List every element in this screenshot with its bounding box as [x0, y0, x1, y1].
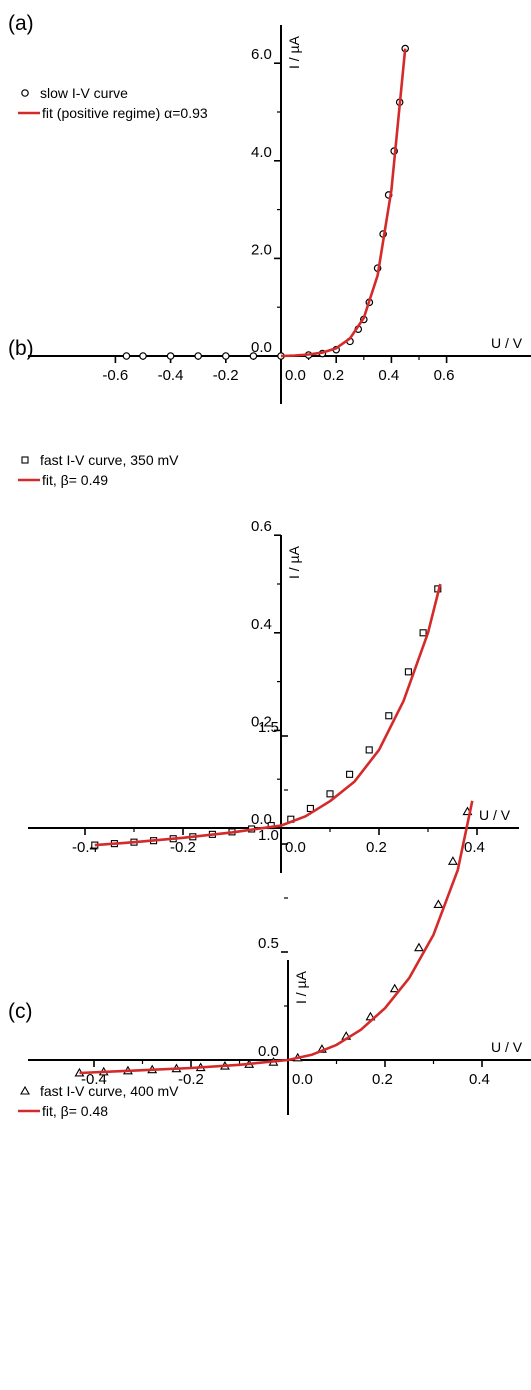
y-tick-label: 4.0 — [251, 144, 272, 161]
y-tick-label: 0.2 — [251, 713, 272, 730]
y-tick-label: 1.0 — [258, 827, 279, 844]
data-point-triangle — [447, 856, 458, 865]
x-tick-label: 0.6 — [434, 367, 455, 384]
data-point-triangle — [389, 983, 400, 993]
x-axis-label: U / V — [491, 1039, 523, 1055]
x-tick-label: 0.0 — [285, 839, 306, 856]
data-point-square — [419, 629, 427, 637]
data-point-circle — [166, 352, 175, 360]
x-tick-label: 0.0 — [292, 1071, 313, 1088]
legend-entry-label: slow I-V curve — [40, 85, 128, 101]
legend-entry-label: fit, β= 0.48 — [42, 1103, 108, 1119]
x-tick-label: 0.4 — [378, 367, 399, 384]
x-tick-label: -0.4 — [158, 367, 184, 384]
x-tick-label: -0.6 — [102, 367, 128, 384]
x-tick-label: -0.2 — [213, 367, 239, 384]
x-tick-label: 0.2 — [372, 1071, 393, 1088]
data-point-circle — [139, 352, 147, 360]
data-point-triangle — [414, 942, 424, 952]
x-tick-label: -0.2 — [178, 1071, 204, 1088]
y-tick-label: 0.0 — [251, 339, 272, 356]
legend-swatch-triangle — [20, 1085, 30, 1095]
data-point-square — [326, 790, 334, 798]
chart-panel-c: (c)-0.4 -0.2 0.0 0.2 0.40.00.51.01.5U / VI /… — [8, 719, 531, 1119]
x-tick-label: 0.4 — [464, 839, 485, 856]
x-tick-label: -0.2 — [170, 839, 196, 856]
y-tick-label: 0.0 — [258, 1043, 279, 1060]
y-axis-label: I / µA — [293, 970, 309, 1004]
data-point-square — [404, 668, 412, 676]
y-tick-label: 0.0 — [251, 811, 272, 828]
data-point-square — [306, 804, 314, 813]
legend: fast I-V curve, 350 mV fit, β= 0.49 — [18, 452, 179, 488]
x-tick-label: 0.0 — [285, 367, 306, 384]
data-point-circle — [122, 352, 131, 360]
panel-label: (b) — [8, 337, 34, 360]
panel-label: (c) — [8, 1000, 33, 1023]
y-tick-label: 2.0 — [251, 241, 272, 258]
data-point-triangle — [433, 899, 444, 909]
y-tick-label: 0.6 — [251, 518, 272, 535]
y-tick-label: 0.5 — [258, 935, 279, 952]
legend-entry-label: fit, β= 0.49 — [42, 472, 108, 488]
y-tick-label: 6.0 — [251, 46, 272, 63]
legend-swatch-square — [21, 456, 29, 464]
x-axis-label: U / V — [491, 335, 523, 351]
data-point-square — [346, 770, 354, 778]
legend: slow I-V curve fit (positive regime) α=0.… — [18, 85, 208, 121]
data-point-circle — [222, 352, 230, 360]
legend-entry-label: fast I-V curve, 400 mV — [40, 1083, 179, 1099]
x-axis-label: U / V — [479, 807, 511, 823]
y-tick-label: 0.4 — [251, 616, 272, 633]
x-tick-label: 0.2 — [323, 367, 344, 384]
data-point-circle — [194, 352, 203, 360]
chart-panel-a: (a) -0.6 -0.4 -0.2 0.0 0.2 0.4 0.6 0.0 2.0 4.0 6.0 U… — [8, 12, 531, 404]
x-tick-label: 0.4 — [469, 1071, 490, 1088]
legend-entry-label: fast I-V curve, 350 mV — [40, 452, 179, 468]
data-point-square — [365, 746, 373, 754]
chart-panel-b: (b) -0.4 -0.2 0.0 0.2 0.4 0.0 0.2 0.4 0.6 U / V I /… — [8, 337, 519, 873]
data-point-circle — [249, 352, 258, 360]
legend-swatch-circle — [21, 89, 29, 97]
x-tick-label: 0.2 — [366, 839, 387, 856]
fit-curve-line — [94, 583, 442, 847]
y-axis-label: I / µA — [286, 545, 302, 579]
legend: fast I-V curve, 400 mV fit, β= 0.48 — [18, 1083, 179, 1119]
y-axis-label: I / µA — [286, 35, 302, 69]
panel-label: (a) — [8, 12, 34, 35]
fit-curve-line — [280, 48, 407, 358]
fit-curve-line — [79, 800, 474, 1075]
legend-entry-label: fit (positive regime) α=0.93 — [42, 105, 208, 121]
y-tick-label: 1.5 — [258, 719, 279, 736]
data-point-square — [385, 712, 393, 720]
